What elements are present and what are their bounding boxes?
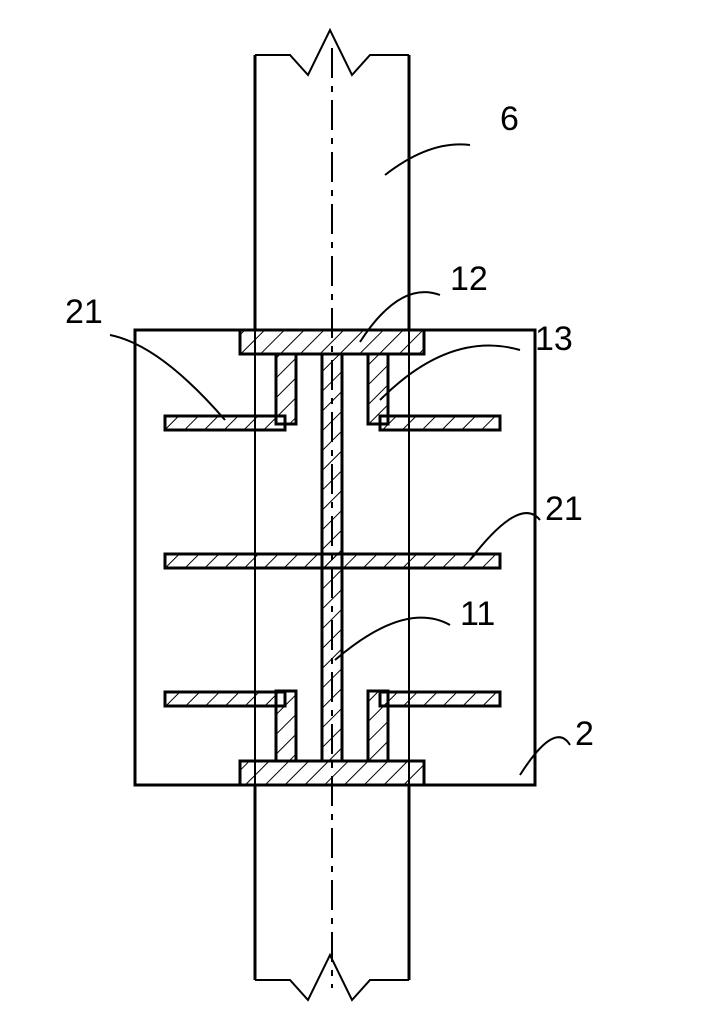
- label-21b: 21: [470, 490, 583, 560]
- label-text-2: 2: [575, 715, 594, 753]
- label-text-21b: 21: [545, 490, 583, 528]
- fin-21-r2-s0: [165, 692, 285, 706]
- stud-13-top-1: [368, 354, 388, 424]
- label-text-12: 12: [450, 260, 488, 298]
- fin-21-r0-s1: [380, 416, 500, 430]
- label-21a: 21: [65, 293, 225, 420]
- label-2: 2: [520, 715, 594, 775]
- label-6: 6: [385, 100, 519, 175]
- label-11: 11: [335, 595, 495, 660]
- label-text-11: 11: [460, 595, 495, 633]
- stud-13-top-0: [276, 354, 296, 424]
- label-text-6: 6: [500, 100, 519, 138]
- fin-21-r2-s1: [380, 692, 500, 706]
- fin-21-r0-s0: [165, 416, 285, 430]
- label-text-13: 13: [535, 320, 573, 358]
- label-text-21a: 21: [65, 293, 103, 331]
